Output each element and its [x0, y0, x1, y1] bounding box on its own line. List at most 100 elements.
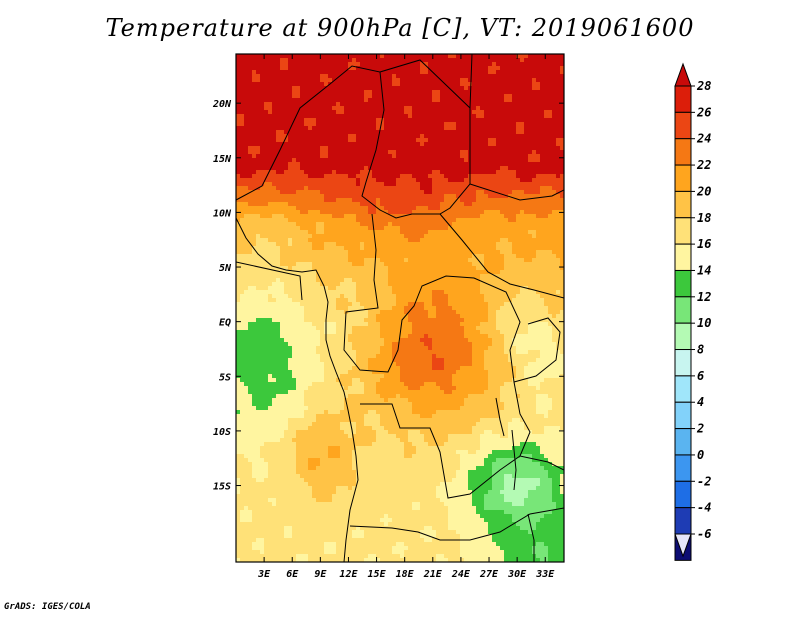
- temperature-cell: [460, 294, 465, 299]
- temperature-cell: [396, 130, 401, 135]
- temperature-cell: [428, 102, 433, 107]
- temperature-cell: [296, 270, 301, 275]
- temperature-cell: [520, 234, 525, 239]
- temperature-cell: [272, 106, 277, 111]
- temperature-cell: [456, 262, 461, 267]
- temperature-cell: [340, 210, 345, 215]
- temperature-cell: [452, 162, 457, 167]
- temperature-cell: [256, 134, 261, 139]
- temperature-cell: [276, 238, 281, 243]
- temperature-cell: [372, 198, 377, 203]
- temperature-cell: [476, 262, 481, 267]
- temperature-cell: [312, 242, 317, 247]
- temperature-cell: [508, 82, 513, 87]
- temperature-cell: [408, 130, 413, 135]
- temperature-cell: [288, 186, 293, 191]
- temperature-cell: [280, 218, 285, 223]
- temperature-cell: [424, 206, 429, 211]
- temperature-cell: [276, 286, 281, 291]
- temperature-cell: [544, 54, 549, 59]
- temperature-cell: [520, 146, 525, 151]
- temperature-cell: [368, 206, 373, 211]
- temperature-cell: [396, 66, 401, 71]
- temperature-cell: [288, 78, 293, 83]
- temperature-cell: [488, 178, 493, 183]
- temperature-cell: [524, 82, 529, 87]
- temperature-cell: [416, 142, 421, 147]
- temperature-cell: [380, 78, 385, 83]
- temperature-cell: [516, 242, 521, 247]
- temperature-cell: [336, 86, 341, 91]
- temperature-cell: [328, 170, 333, 175]
- temperature-cell: [376, 278, 381, 283]
- temperature-cell: [500, 118, 505, 123]
- temperature-cell: [292, 66, 297, 71]
- temperature-cell: [280, 262, 285, 267]
- temperature-cell: [480, 82, 485, 87]
- temperature-cell: [316, 134, 321, 139]
- temperature-cell: [348, 190, 353, 195]
- temperature-cell: [316, 126, 321, 131]
- temperature-cell: [276, 214, 281, 219]
- temperature-cell: [340, 238, 345, 243]
- temperature-cell: [308, 174, 313, 179]
- temperature-cell: [452, 54, 457, 59]
- temperature-cell: [548, 286, 553, 291]
- temperature-cell: [248, 102, 253, 107]
- temperature-cell: [472, 106, 477, 111]
- temperature-cell: [556, 250, 561, 255]
- temperature-cell: [400, 174, 405, 179]
- temperature-cell: [400, 162, 405, 167]
- temperature-cell: [540, 78, 545, 83]
- temperature-cell: [504, 230, 509, 235]
- temperature-cell: [412, 126, 417, 131]
- temperature-cell: [380, 142, 385, 147]
- temperature-cell: [548, 158, 553, 163]
- temperature-cell: [284, 270, 289, 275]
- temperature-cell: [540, 54, 545, 59]
- temperature-cell: [448, 66, 453, 71]
- temperature-cell: [424, 94, 429, 99]
- temperature-cell: [480, 194, 485, 199]
- temperature-cell: [400, 178, 405, 183]
- temperature-cell: [256, 290, 261, 295]
- temperature-cell: [432, 146, 437, 151]
- temperature-cell: [428, 150, 433, 155]
- temperature-cell: [296, 154, 301, 159]
- temperature-cell: [304, 174, 309, 179]
- temperature-cell: [492, 82, 497, 87]
- temperature-cell: [252, 234, 257, 239]
- temperature-cell: [272, 62, 277, 67]
- temperature-cell: [308, 182, 313, 187]
- temperature-cell: [392, 286, 397, 291]
- temperature-cell: [364, 122, 369, 127]
- temperature-cell: [368, 178, 373, 183]
- temperature-cell: [504, 114, 509, 119]
- temperature-cell: [464, 90, 469, 95]
- temperature-cell: [304, 70, 309, 75]
- temperature-cell: [452, 166, 457, 171]
- temperature-cell: [276, 186, 281, 191]
- temperature-cell: [464, 106, 469, 111]
- temperature-cell: [452, 242, 457, 247]
- temperature-cell: [488, 150, 493, 155]
- temperature-cell: [292, 274, 297, 279]
- temperature-cell: [436, 154, 441, 159]
- temperature-cell: [412, 206, 417, 211]
- temperature-cell: [520, 286, 525, 291]
- temperature-cell: [264, 62, 269, 67]
- temperature-cell: [272, 118, 277, 123]
- temperature-cell: [448, 174, 453, 179]
- temperature-cell: [436, 262, 441, 267]
- temperature-cell: [452, 70, 457, 75]
- temperature-cell: [392, 258, 397, 263]
- temperature-cell: [424, 158, 429, 163]
- temperature-cell: [332, 174, 337, 179]
- temperature-cell: [284, 142, 289, 147]
- temperature-cell: [372, 94, 377, 99]
- temperature-cell: [500, 90, 505, 95]
- temperature-cell: [348, 278, 353, 283]
- temperature-cell: [404, 90, 409, 95]
- temperature-cell: [340, 270, 345, 275]
- temperature-cell: [552, 122, 557, 127]
